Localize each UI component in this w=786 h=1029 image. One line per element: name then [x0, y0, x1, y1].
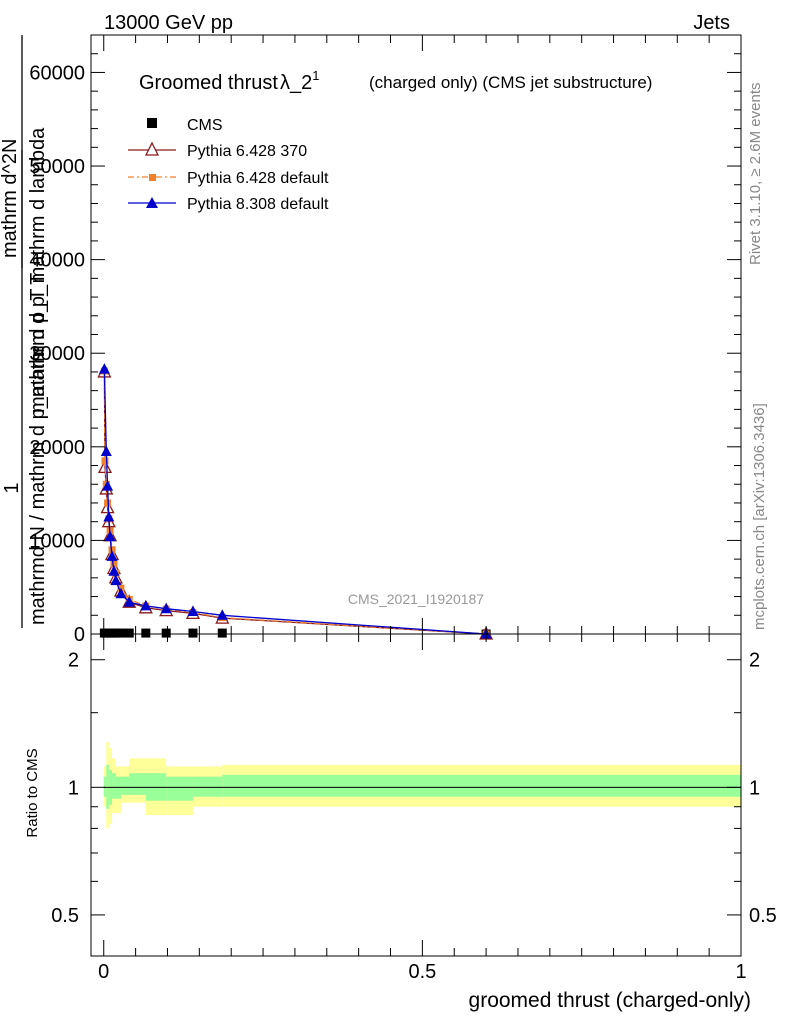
data-point-p8_def-12: [187, 605, 199, 617]
data-point-cms-5: [116, 628, 126, 638]
ratio-band-green-11: [237, 774, 741, 797]
y-tick-label-0: 0: [74, 624, 85, 646]
analysis-watermark: CMS_2021_I1920187: [348, 591, 484, 607]
ratio-band-green-10: [222, 774, 238, 797]
legend-label-pythia8-default: Pythia 8.308 default: [187, 196, 329, 213]
mcplots-credit-label: mcplots.cern.ch [arXiv:1306.3436]: [751, 403, 768, 630]
y-tick-label-4: 40000: [29, 250, 85, 272]
data-point-p6_def-6: [108, 546, 116, 554]
y-tick-label-6: 60000: [29, 62, 85, 84]
data-point-p6_def-7: [110, 560, 118, 568]
data-point-p6_def-1: [101, 457, 109, 465]
data-point-p6_def-3: [104, 499, 112, 507]
ratio-band-green-3: [112, 773, 116, 799]
ratio-band-green-0: [103, 776, 107, 797]
data-point-cms-7: [141, 628, 151, 638]
data-point-p8_def-13: [216, 609, 228, 620]
data-point-p8_def-6: [108, 565, 120, 576]
ratio-band-green-8: [166, 776, 193, 801]
ratio-plot-frame: [90, 633, 742, 957]
series-p8_def: [98, 363, 492, 639]
data-point-cms-4: [111, 628, 121, 638]
y-tick-label-5: 50000: [29, 156, 85, 178]
ratio-band-green-6: [129, 773, 146, 795]
data-point-p8_def-5: [106, 550, 118, 561]
legend-marker-pythia6-default: [149, 174, 156, 181]
data-point-p8_def-3: [103, 511, 115, 522]
legend-marker-pythia8-default: [146, 197, 158, 208]
rivet-version-label: Rivet 3.1.10, ≥ 2.6M events: [747, 83, 764, 266]
x-tick-label-1: 0.5: [408, 961, 436, 983]
chart-title-symbol: λ_2: [280, 72, 312, 94]
legend: CMS Pythia 6.428 370 Pythia 6.428 defaul…: [128, 117, 329, 213]
legend-label-cms: CMS: [187, 117, 223, 134]
data-point-cms-8: [161, 628, 171, 638]
data-point-p8_def-4: [104, 530, 116, 542]
y-label-denominator: mathrmd N / mathrm d p_mathrm d p_T: [27, 273, 49, 625]
ratio-plot: 0.5 0.5 1 1 2 2 0 0.5 1 Ratio to CMS groomed thr…: [24, 633, 777, 1012]
ratio-y-tick-label-left-2: 2: [68, 650, 79, 672]
ratio-y-tick-label-left-1: 1: [68, 777, 79, 799]
legend-entry-pythia6-370: Pythia 6.428 370: [128, 141, 307, 160]
header-left-label: 13000 GeV pp: [104, 12, 233, 34]
legend-label-pythia6-default: Pythia 6.428 default: [187, 170, 329, 187]
data-point-p8_def-8: [115, 587, 127, 599]
data-point-p6_370-3: [100, 499, 115, 514]
x-tick-label-2: 1: [735, 961, 746, 983]
data-point-p8_def-7: [110, 574, 122, 586]
ratio-y-label: Ratio to CMS: [24, 748, 41, 837]
data-point-cms-10: [217, 628, 227, 638]
y-tick-label-2: 20000: [29, 437, 85, 459]
ratio-y-tick-label-right-2: 2: [749, 650, 760, 672]
data-point-cms-9: [188, 628, 198, 638]
y-tick-label-3: 30000: [29, 343, 85, 365]
header-right-label: Jets: [693, 12, 730, 34]
ratio-y-tick-label-right-0: 0.5: [749, 905, 777, 927]
legend-entry-pythia6-default: Pythia 6.428 default: [128, 170, 329, 187]
ratio-band-green-5: [120, 776, 130, 795]
data-point-cms-6: [124, 628, 134, 638]
chart-title-sup: 1: [312, 68, 319, 83]
legend-marker-pythia6-370: [144, 141, 160, 156]
data-point-p8_def-1: [100, 445, 112, 456]
legend-entry-pythia8-default: Pythia 8.308 default: [128, 196, 329, 213]
ratio-y-tick-label-right-1: 1: [749, 777, 760, 799]
y-label-numerator-2: mathrm d^2N: [0, 139, 21, 258]
data-point-p8_def-2: [102, 480, 114, 491]
legend-label-pythia6-370: Pythia 6.428 370: [187, 143, 307, 160]
data-point-p8_def-10: [140, 599, 152, 611]
chart-title-text: Groomed thrust: [139, 72, 278, 94]
ratio-band-green-1: [106, 764, 109, 809]
y-tick-label-1: 10000: [29, 530, 85, 552]
x-axis-label: groomed thrust (charged-only): [469, 989, 751, 1012]
x-tick-label-0: 0: [98, 961, 109, 983]
y-axis-label: 1 mathrmd N / mathrm d p_mathrm d p_T ma…: [0, 35, 49, 628]
legend-entry-cms: CMS: [147, 117, 223, 134]
data-point-p8_def-9: [123, 596, 135, 607]
data-point-p8_def-11: [160, 602, 172, 614]
ratio-y-tick-label-left-0: 0.5: [51, 905, 79, 927]
ratio-band-green-9: [192, 776, 223, 797]
chart-subtitle: (charged only) (CMS jet substructure): [369, 73, 652, 92]
legend-marker-cms: [147, 118, 157, 128]
data-point-p8_def-0: [98, 363, 110, 374]
y-label-denominator-2: mathrm d p_T mathrm d lambda: [27, 127, 49, 413]
main-plot: 0 10000 20000 30000 40000 50000 60000 Groomed …: [0, 34, 742, 646]
y-label-numerator: 1: [1, 482, 23, 493]
chart-title: Groomed thrust λ_21 (charged only) (CMS j…: [139, 68, 652, 94]
